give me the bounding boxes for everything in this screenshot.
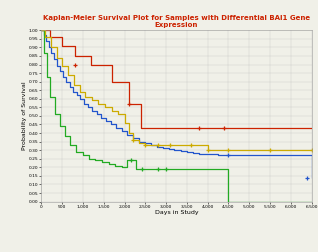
Y-axis label: Probability of Survival: Probability of Survival	[22, 82, 27, 150]
Title: Kaplan-Meier Survival Plot for Samples with Differential BAI1 Gene
Expression: Kaplan-Meier Survival Plot for Samples w…	[43, 15, 310, 28]
X-axis label: Days in Study: Days in Study	[155, 210, 198, 215]
